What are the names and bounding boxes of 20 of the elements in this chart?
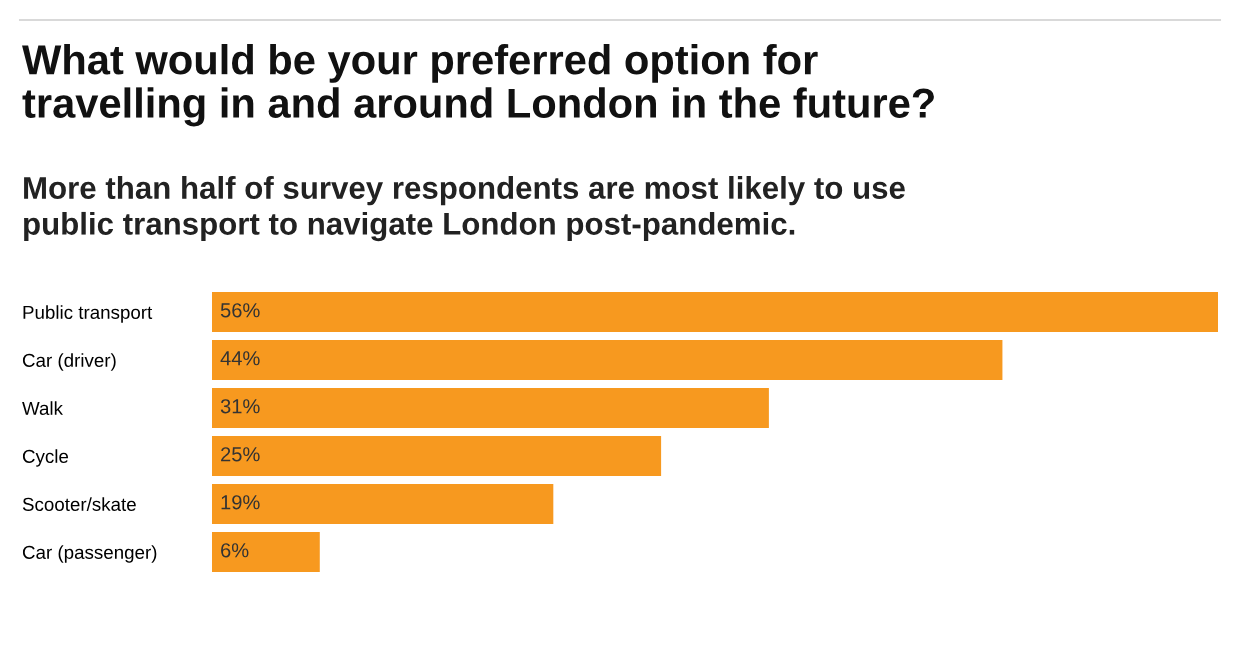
bar	[212, 436, 662, 476]
chart-subtitle: More than half of survey respondents are most likely to use public transport to navigate London post-pandemic.	[24, 176, 905, 242]
bar	[212, 532, 320, 572]
y-tick-label: Car (passenger)	[22, 545, 157, 563]
y-tick-label: Public transport	[23, 305, 153, 323]
data-label: 25%	[221, 447, 260, 462]
data-label: 31%	[220, 399, 260, 414]
data-label: 19%	[221, 495, 260, 510]
y-tick-label: Scooter/skate	[22, 497, 136, 511]
bar	[212, 484, 554, 524]
data-label: 6%	[221, 543, 249, 558]
bar	[212, 340, 1003, 380]
bar	[212, 292, 1218, 332]
y-tick-label: Car (driver)	[22, 353, 116, 371]
data-label: 44%	[220, 351, 260, 366]
chart-title: What would be your preferred option for travelling in and around London in the future?	[22, 44, 934, 127]
y-tick-label: Walk	[22, 401, 63, 415]
data-label: 56%	[220, 303, 260, 318]
bar	[212, 388, 769, 428]
y-tick-label: Cycle	[22, 449, 69, 467]
